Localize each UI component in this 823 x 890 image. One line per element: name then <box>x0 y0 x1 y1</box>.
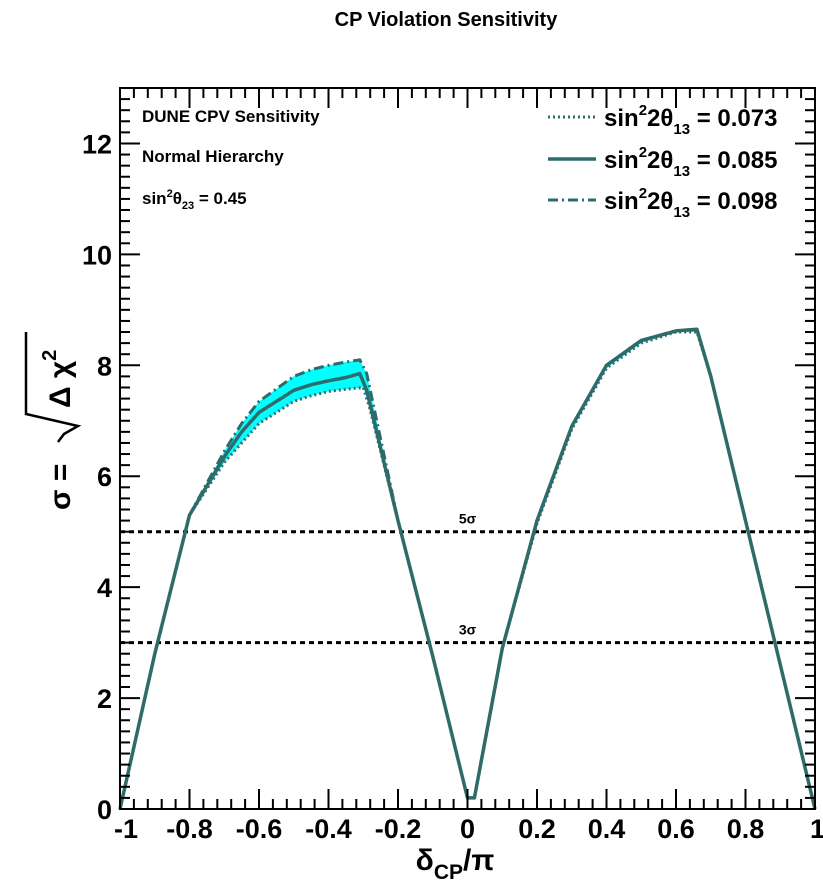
x-tick-label: -0.6 <box>236 814 283 844</box>
threshold-label-1: 3σ <box>459 622 477 638</box>
y-axis-label-sigma: σ = <box>44 464 77 510</box>
annotation-hierarchy: Normal Hierarchy <box>142 147 284 166</box>
series-line-2 <box>118 327 817 810</box>
threshold-lines: 5σ 3σ <box>120 511 815 645</box>
axis-ticks <box>119 87 816 810</box>
y-tick-label: 0 <box>97 795 112 825</box>
x-tick-label: -1 <box>114 814 138 844</box>
y-tick-label: 2 <box>97 684 112 714</box>
legend-label-2: sin22θ13 = 0.098 <box>604 185 777 221</box>
x-axis-label-delta: δ <box>416 844 434 877</box>
y-tick-label: 12 <box>82 129 112 159</box>
chart-title: CP Violation Sensitivity <box>335 9 559 31</box>
annotation-theta23-sin: sin <box>142 189 167 208</box>
x-tick-label: -0.8 <box>166 814 213 844</box>
x-tick-label: 0.2 <box>518 814 556 844</box>
x-tick-label: -0.2 <box>375 814 422 844</box>
legend: sin22θ13 = 0.073 sin22θ13 = 0.085 sin22θ13… <box>548 102 777 221</box>
x-tick-label: 0.4 <box>588 814 626 844</box>
y-axis-label-radical <box>24 332 82 443</box>
y-tick-label: 10 <box>82 240 112 270</box>
x-tick-label: 0.6 <box>657 814 695 844</box>
svg-text:Δ χ2: Δ χ2 <box>39 350 77 408</box>
series-lines <box>118 327 817 810</box>
x-axis-label-sub: CP <box>434 861 463 884</box>
legend-label-1: sin22θ13 = 0.085 <box>604 144 777 180</box>
y-axis-label: σ = Δ χ2 <box>24 332 82 510</box>
x-tick-label: 0.8 <box>727 814 765 844</box>
svg-text:σ =: σ = <box>44 464 77 510</box>
threshold-label-0: 5σ <box>459 511 477 527</box>
y-axis-label-delta: Δ χ <box>44 360 77 408</box>
annotation-theta23: sin2θ23 = 0.45 <box>142 188 247 212</box>
x-tick-labels: -1 -0.8 -0.6 -0.4 -0.2 0 0.2 0.4 0.6 0.8 1 <box>114 814 823 844</box>
y-axis-label-sup: 2 <box>39 350 61 361</box>
y-tick-labels: 0 2 4 6 8 10 12 <box>82 129 112 825</box>
x-axis-label-rest: /π <box>463 844 494 877</box>
sensitivity-band <box>120 329 815 809</box>
x-tick-label: -0.4 <box>305 814 352 844</box>
legend-label-0: sin22θ13 = 0.073 <box>604 102 777 138</box>
x-tick-label: 0 <box>460 814 475 844</box>
annotation-experiment: DUNE CPV Sensitivity <box>142 107 320 126</box>
y-tick-label: 4 <box>97 573 112 603</box>
series-line-1 <box>118 327 817 810</box>
x-axis-label: δCP/π <box>416 844 495 884</box>
x-tick-label: 1 <box>810 814 823 844</box>
series-line-0 <box>118 330 817 810</box>
y-tick-label: 6 <box>97 462 112 492</box>
y-tick-label: 8 <box>97 351 112 381</box>
